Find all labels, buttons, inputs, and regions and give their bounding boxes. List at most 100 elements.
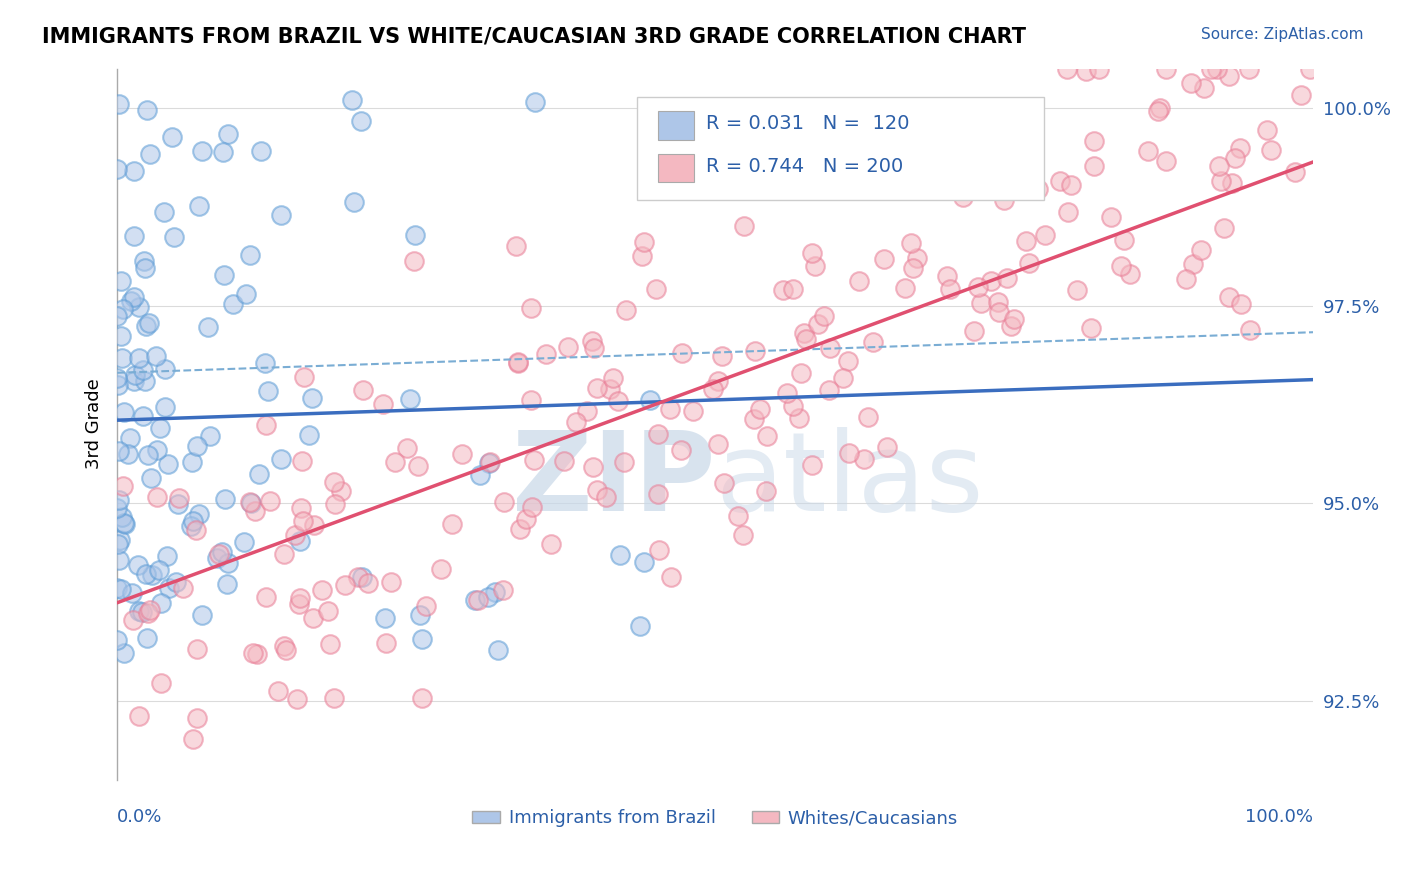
Point bbox=[1189, 243, 1212, 257]
Point bbox=[901, 260, 924, 275]
Point bbox=[384, 455, 406, 469]
Point bbox=[186, 440, 208, 454]
Point bbox=[205, 550, 228, 565]
Point bbox=[112, 516, 135, 531]
Point bbox=[1260, 143, 1282, 157]
Point bbox=[630, 619, 652, 633]
Point bbox=[523, 452, 546, 467]
Point bbox=[724, 157, 747, 171]
Point bbox=[800, 246, 823, 260]
Point bbox=[253, 356, 276, 370]
Point bbox=[1099, 210, 1122, 224]
Point bbox=[107, 444, 129, 458]
Point bbox=[274, 643, 297, 657]
Point bbox=[323, 497, 346, 511]
Point bbox=[138, 603, 160, 617]
Point bbox=[837, 354, 859, 368]
Point bbox=[508, 354, 530, 368]
Text: atlas: atlas bbox=[716, 427, 984, 534]
Point bbox=[1220, 177, 1243, 191]
Point bbox=[128, 300, 150, 314]
Point bbox=[159, 581, 181, 595]
Point bbox=[557, 340, 579, 354]
Point bbox=[105, 310, 128, 324]
Point bbox=[257, 384, 280, 399]
Point bbox=[1201, 62, 1223, 76]
Point bbox=[249, 144, 271, 158]
Point bbox=[702, 382, 724, 396]
Point bbox=[352, 570, 374, 584]
Point bbox=[323, 475, 346, 490]
Point bbox=[970, 295, 993, 310]
Point bbox=[1083, 134, 1105, 148]
Point bbox=[1209, 174, 1232, 188]
Point bbox=[180, 455, 202, 469]
Point bbox=[565, 415, 588, 429]
Point bbox=[141, 471, 163, 485]
Point bbox=[1080, 321, 1102, 335]
Point bbox=[374, 635, 396, 649]
Point bbox=[430, 562, 453, 576]
Point bbox=[111, 510, 134, 524]
Point bbox=[120, 431, 142, 445]
Point bbox=[1218, 70, 1240, 84]
Point bbox=[112, 302, 135, 317]
Point bbox=[818, 342, 841, 356]
Point bbox=[415, 599, 437, 614]
Point bbox=[153, 400, 176, 414]
Point bbox=[464, 593, 486, 607]
Point bbox=[122, 289, 145, 303]
Point bbox=[121, 613, 143, 627]
Point bbox=[682, 404, 704, 418]
Point bbox=[1237, 62, 1260, 76]
Point bbox=[198, 428, 221, 442]
Point bbox=[733, 219, 755, 234]
Point bbox=[145, 349, 167, 363]
Point bbox=[122, 228, 145, 243]
Point bbox=[522, 500, 544, 514]
Point bbox=[585, 483, 607, 497]
Point bbox=[112, 405, 135, 419]
Point bbox=[993, 193, 1015, 207]
Point bbox=[1057, 204, 1080, 219]
Point bbox=[1056, 62, 1078, 76]
Point bbox=[1136, 144, 1159, 158]
Point bbox=[267, 684, 290, 698]
Point bbox=[323, 690, 346, 705]
Point bbox=[478, 456, 501, 470]
Point bbox=[128, 604, 150, 618]
Point bbox=[138, 147, 160, 161]
Point bbox=[167, 491, 190, 505]
Point bbox=[876, 440, 898, 454]
Point bbox=[371, 397, 394, 411]
Point bbox=[212, 145, 235, 159]
Point bbox=[135, 103, 157, 117]
Point bbox=[146, 490, 169, 504]
Point bbox=[659, 570, 682, 584]
Point bbox=[790, 367, 813, 381]
Point bbox=[121, 293, 143, 308]
Point bbox=[340, 93, 363, 107]
Point bbox=[1208, 160, 1230, 174]
Point bbox=[254, 590, 277, 604]
Point bbox=[727, 509, 749, 524]
Point bbox=[804, 259, 827, 273]
Point bbox=[343, 195, 366, 210]
Point bbox=[1002, 311, 1025, 326]
Point bbox=[127, 558, 149, 572]
Point bbox=[1182, 257, 1205, 271]
Point bbox=[862, 335, 884, 350]
Point bbox=[135, 318, 157, 333]
Point bbox=[374, 611, 396, 625]
Point bbox=[1284, 165, 1306, 179]
Point bbox=[695, 140, 717, 154]
Point bbox=[135, 567, 157, 582]
Point bbox=[357, 575, 380, 590]
Point bbox=[302, 518, 325, 533]
Point bbox=[1206, 62, 1229, 76]
Point bbox=[242, 646, 264, 660]
Point bbox=[852, 452, 875, 467]
Point bbox=[108, 553, 131, 567]
Point bbox=[273, 639, 295, 653]
Point bbox=[214, 491, 236, 506]
